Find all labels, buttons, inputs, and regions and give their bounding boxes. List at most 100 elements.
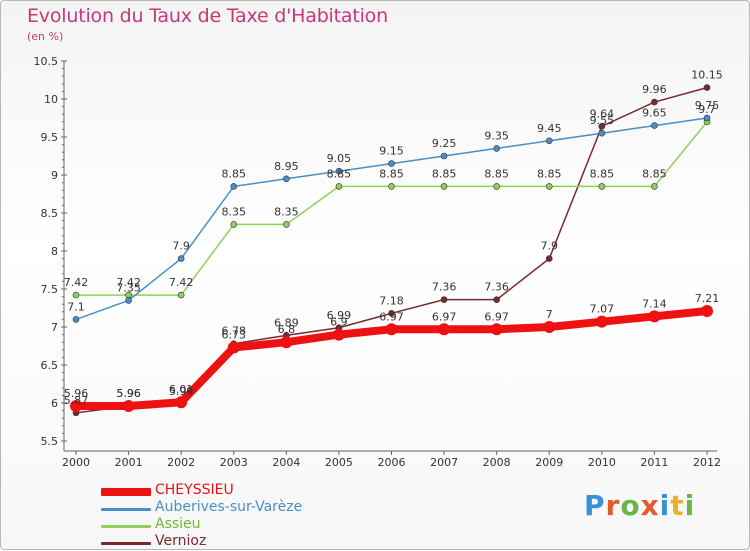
data-label: 6.01 bbox=[169, 383, 194, 396]
data-point bbox=[125, 297, 132, 304]
chart-title: Evolution du Taux de Taxe d'Habitation bbox=[27, 5, 388, 27]
data-label: 7 bbox=[546, 308, 553, 321]
data-label: 8.85 bbox=[327, 167, 352, 180]
data-label: 7.42 bbox=[64, 276, 89, 289]
data-label: 9.96 bbox=[642, 83, 667, 96]
data-point bbox=[227, 341, 240, 354]
data-label: 6.8 bbox=[278, 323, 296, 336]
x-tick-label: 2009 bbox=[535, 456, 563, 469]
logo-letter: o bbox=[620, 489, 641, 522]
data-point bbox=[651, 122, 658, 129]
data-point bbox=[388, 160, 395, 167]
data-point bbox=[70, 400, 82, 413]
axes: 5.5 6 6.5 7 7.5 8 8.5 9 9.5 10 10.5 2000 2001 2002 200… bbox=[34, 55, 722, 469]
data-point bbox=[545, 255, 553, 262]
data-label: 5.99 bbox=[169, 385, 194, 398]
x-tick-label: 2000 bbox=[62, 456, 90, 469]
legend-swatch bbox=[101, 488, 151, 496]
data-point bbox=[440, 183, 448, 190]
data-point bbox=[175, 396, 188, 409]
data-point bbox=[493, 145, 500, 152]
x-tick-label: 2002 bbox=[167, 456, 195, 469]
legend-label: Vernioz bbox=[155, 533, 207, 549]
data-point bbox=[598, 183, 606, 190]
data-label: 7.42 bbox=[116, 276, 141, 289]
data-point bbox=[72, 291, 80, 299]
data-label: 6.89 bbox=[274, 316, 299, 329]
data-label: 9.15 bbox=[379, 145, 404, 158]
data-point bbox=[651, 98, 658, 106]
legend-swatch bbox=[101, 524, 151, 528]
x-tick-label: 2011 bbox=[640, 456, 668, 469]
logo-letter: P bbox=[584, 489, 606, 522]
data-point bbox=[72, 316, 80, 323]
data-point bbox=[648, 310, 661, 323]
data-point bbox=[283, 221, 290, 228]
series-points bbox=[70, 84, 713, 417]
data-label: 9.25 bbox=[432, 137, 457, 150]
data-label: 6.99 bbox=[327, 309, 352, 322]
chart-subtitle: (en %) bbox=[27, 30, 64, 43]
data-label: 9.35 bbox=[484, 129, 509, 142]
data-label: 7.36 bbox=[484, 281, 509, 294]
data-point bbox=[651, 183, 658, 190]
x-tick-label: 2006 bbox=[378, 456, 406, 469]
data-label: 6.97 bbox=[379, 310, 404, 323]
data-point bbox=[493, 183, 500, 190]
data-label: 7.21 bbox=[695, 292, 720, 305]
data-label: 8.85 bbox=[222, 167, 247, 180]
data-point bbox=[703, 114, 711, 122]
data-point bbox=[332, 328, 345, 341]
data-label: 6.78 bbox=[222, 325, 247, 338]
logo-letter: r bbox=[605, 489, 621, 522]
data-point bbox=[438, 323, 451, 336]
data-label: 8.95 bbox=[274, 160, 299, 173]
data-labels: 5.875.96 5.996.786.896.997.187.36 7.367.99… bbox=[64, 69, 723, 407]
logo-letter: i bbox=[684, 489, 696, 522]
data-label: 9.55 bbox=[590, 114, 615, 127]
data-point bbox=[598, 123, 606, 130]
data-label: 6.73 bbox=[222, 329, 247, 342]
data-label: 6.9 bbox=[330, 316, 348, 329]
y-tick-label: 8.5 bbox=[41, 207, 59, 220]
y-tick-label: 8 bbox=[51, 245, 58, 258]
data-point bbox=[543, 321, 556, 333]
data-label: 8.85 bbox=[484, 167, 509, 180]
data-point bbox=[701, 305, 713, 318]
proxiti-logo: Proxiti bbox=[584, 489, 695, 522]
x-tick-label: 2001 bbox=[115, 456, 143, 469]
x-tick-label: 2010 bbox=[588, 456, 616, 469]
data-point bbox=[545, 183, 553, 190]
x-tick-label: 2008 bbox=[483, 456, 511, 469]
x-tick-label: 2004 bbox=[272, 456, 300, 469]
legend-label: CHEYSSIEU bbox=[155, 482, 234, 498]
y-tick-label: 5.5 bbox=[41, 435, 59, 448]
data-label: 6.97 bbox=[484, 310, 509, 323]
x-tick-label: 2012 bbox=[693, 456, 721, 469]
data-label: 9.75 bbox=[695, 99, 720, 112]
logo-letter: i bbox=[659, 489, 671, 522]
data-label: 7.9 bbox=[541, 240, 559, 253]
data-point bbox=[385, 323, 398, 336]
y-tick-label: 6.5 bbox=[41, 359, 59, 372]
data-label: 7.18 bbox=[379, 294, 404, 307]
data-label: 5.96 bbox=[116, 387, 141, 400]
y-tick-label: 6 bbox=[51, 397, 58, 410]
data-point bbox=[388, 310, 395, 317]
legend-label: Assieu bbox=[155, 516, 201, 532]
data-point bbox=[280, 336, 293, 349]
data-label: 8.85 bbox=[379, 167, 404, 180]
data-label: 5.96 bbox=[116, 387, 141, 400]
data-label: 7.1 bbox=[67, 300, 85, 313]
x-tick-label: 2003 bbox=[220, 456, 248, 469]
data-point bbox=[122, 400, 135, 413]
data-point bbox=[545, 137, 553, 145]
data-label: 5.96 bbox=[64, 387, 89, 400]
data-label: 9.05 bbox=[327, 152, 352, 165]
x-tick-label: 2007 bbox=[430, 456, 458, 469]
data-label: 7.36 bbox=[432, 281, 457, 294]
data-label: 8.85 bbox=[432, 167, 457, 180]
data-label: 8.85 bbox=[590, 167, 615, 180]
